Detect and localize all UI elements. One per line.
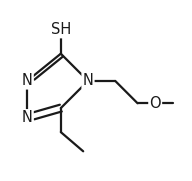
Text: N: N: [22, 73, 33, 88]
Text: O: O: [149, 96, 161, 111]
Text: N: N: [22, 110, 33, 125]
Text: SH: SH: [51, 22, 71, 37]
Text: N: N: [83, 73, 94, 88]
